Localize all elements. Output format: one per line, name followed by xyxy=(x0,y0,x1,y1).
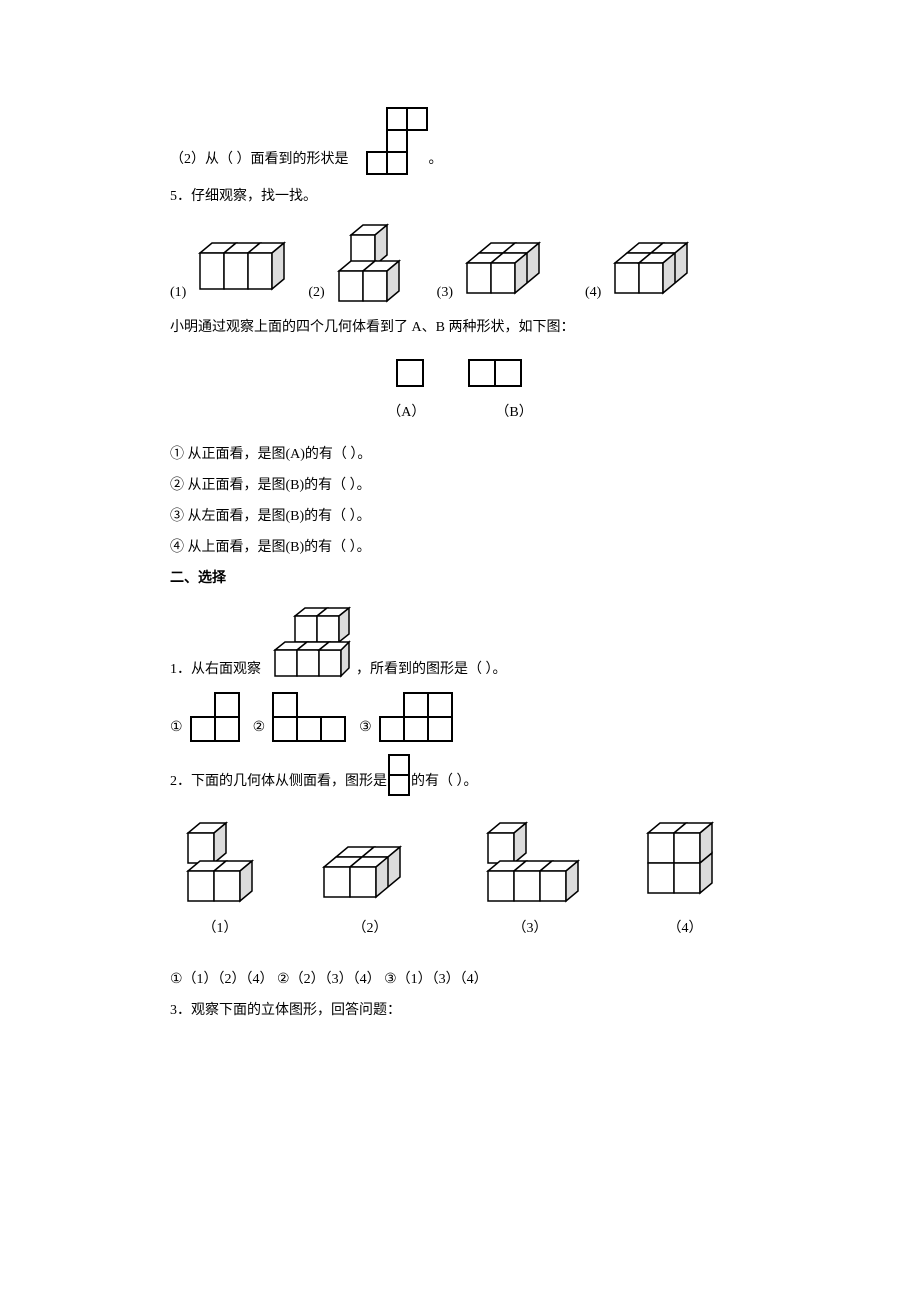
opt3-shape-icon xyxy=(376,691,456,743)
q5-figures-row: (1) xyxy=(170,219,750,309)
s2q2-figures: （1） （2） xyxy=(170,815,750,945)
s2q1-solid-icon xyxy=(261,600,356,685)
s2q2-fig2: （2） xyxy=(310,815,430,945)
s2q2-fig3: （3） xyxy=(470,815,590,945)
q5-label-1: (1) xyxy=(170,278,186,309)
q4-2-suffix: 。 xyxy=(429,145,443,176)
q5-observe-text: 小明通过观察上面的四个几何体看到了 A、B 两种形状，如下图： xyxy=(170,313,750,344)
ab-shapes-row xyxy=(170,358,750,390)
q5-label-2: (2) xyxy=(308,278,324,309)
s2q2-fig2-label: （2） xyxy=(310,914,430,945)
opt1-label: ① xyxy=(170,713,183,744)
q5-fig4: (4) xyxy=(585,229,711,309)
s2q2-fig4: （4） xyxy=(630,815,740,945)
label-a: （A） xyxy=(387,398,425,429)
shape-b-icon xyxy=(467,358,525,390)
s2q1-prefix: 1．从右面观察 xyxy=(170,655,261,686)
section-2-heading: 二、选择 xyxy=(170,564,750,595)
q5-fig2: (2) xyxy=(308,219,424,309)
s2q2-line: 2．下面的几何体从侧面看，图形是 的有（ ）。 xyxy=(170,753,750,797)
q4-part2: （2）从（ ）面看到的形状是 。 xyxy=(170,106,750,176)
z-shape-icon xyxy=(349,106,429,176)
q5-label-3: (3) xyxy=(437,278,453,309)
q5-item-3: ③ 从左面看，是图(B)的有（ ）。 xyxy=(170,502,750,533)
s2q2-suffix: 的有（ ）。 xyxy=(411,767,478,798)
q5-fig3: (3) xyxy=(437,229,573,309)
s2q2-options: ①（1）（2）（4） ②（2）（3）（4） ③（1）（3）（4） xyxy=(170,965,750,996)
label-b: （B） xyxy=(495,398,532,429)
q5-label-4: (4) xyxy=(585,278,601,309)
opt3-label: ③ xyxy=(359,713,372,744)
s2q1-suffix: ，所看到的图形是（ ）。 xyxy=(356,655,507,686)
s2q2-target-shape-icon xyxy=(387,753,411,797)
opt2-label: ② xyxy=(253,713,266,744)
s2q1-options: ① ② ③ xyxy=(170,691,750,743)
q5-item-4: ④ 从上面看，是图(B)的有（ ）。 xyxy=(170,533,750,564)
worksheet-page: （2）从（ ）面看到的形状是 。 5．仔细观察，找一找。 (1) xyxy=(0,0,920,1302)
q4-2-prefix: （2）从（ ）面看到的形状是 xyxy=(170,145,349,176)
q5-fig1: (1) xyxy=(170,229,296,309)
s2q2-fig1-label: （1） xyxy=(170,914,270,945)
s2q2-fig3-label: （3） xyxy=(470,914,590,945)
shape-a-icon xyxy=(395,358,427,390)
opt1-shape-icon xyxy=(187,691,243,743)
s2q2-prefix: 2．下面的几何体从侧面看，图形是 xyxy=(170,767,387,798)
ab-labels-row: （A） （B） xyxy=(170,398,750,429)
q5-item-2: ② 从正面看，是图(B)的有（ ）。 xyxy=(170,471,750,502)
q5-heading: 5．仔细观察，找一找。 xyxy=(170,182,750,213)
q5-item-1: ① 从正面看，是图(A)的有（ ）。 xyxy=(170,440,750,471)
s2q3: 3．观察下面的立体图形，回答问题： xyxy=(170,996,750,1027)
s2q2-fig4-label: （4） xyxy=(630,914,740,945)
s2q1-line: 1．从右面观察 xyxy=(170,600,750,685)
s2q2-fig1: （1） xyxy=(170,815,270,945)
opt2-shape-icon xyxy=(269,691,349,743)
